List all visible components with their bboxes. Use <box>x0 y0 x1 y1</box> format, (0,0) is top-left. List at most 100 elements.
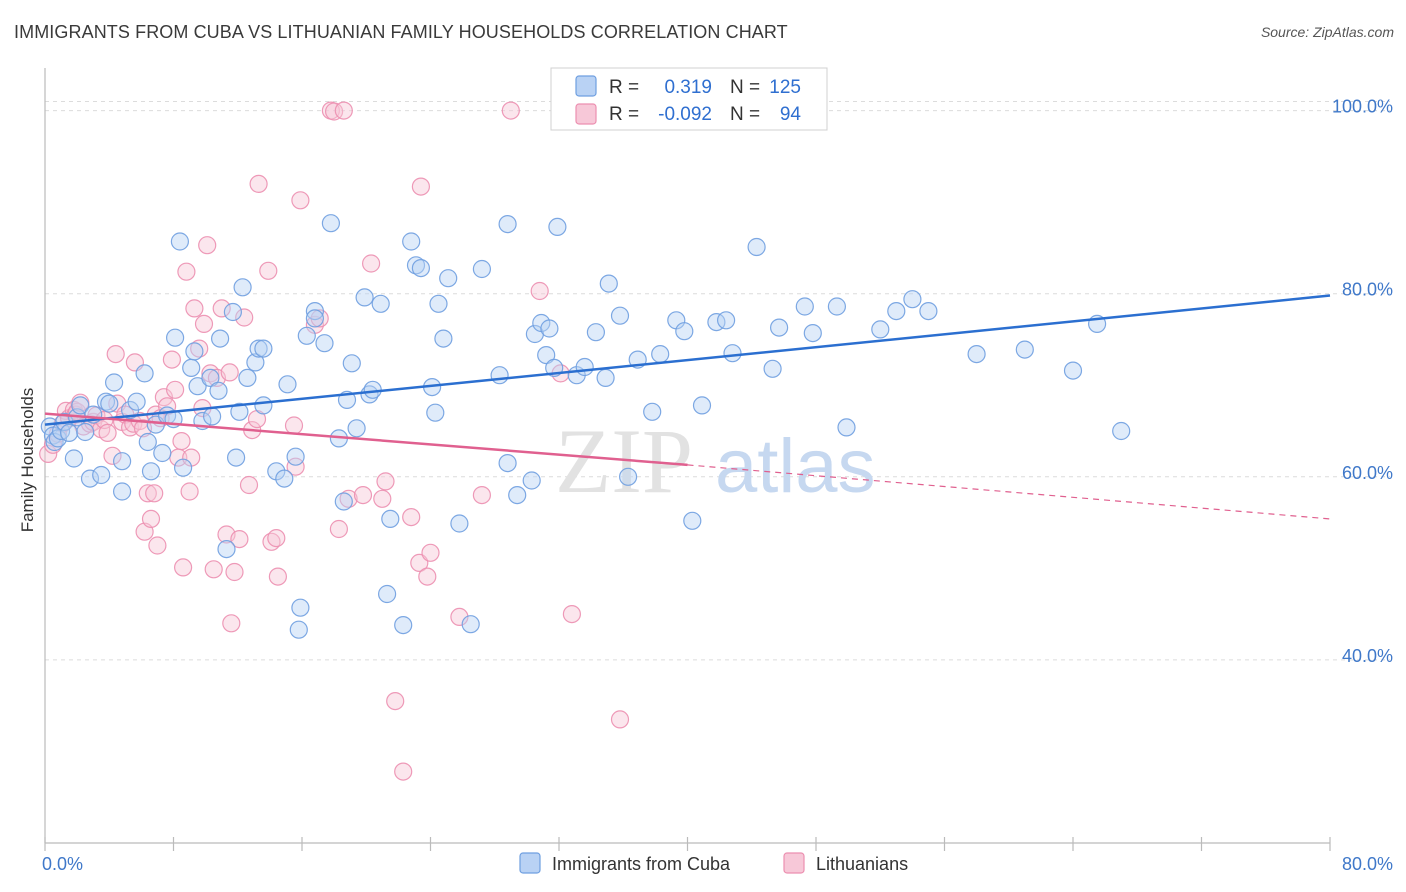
scatter-point <box>227 448 246 467</box>
scatter-point <box>418 567 437 586</box>
scatter-point <box>267 528 286 548</box>
scatter-point <box>135 364 154 383</box>
scatter-point <box>217 539 236 559</box>
scatter-point <box>166 328 185 347</box>
scatter-point <box>80 469 100 488</box>
scatter-point <box>429 294 448 313</box>
scatter-point <box>170 232 189 251</box>
scatter-point <box>472 259 491 279</box>
scatter-point <box>98 423 117 442</box>
scatter-point <box>185 342 204 361</box>
scatter-point <box>254 396 273 415</box>
scatter-point <box>887 302 906 321</box>
scatter-point <box>586 323 606 342</box>
scatter-point <box>716 311 736 330</box>
scatter-point <box>100 394 119 413</box>
legend-swatch-pink <box>575 103 597 125</box>
scatter-point <box>286 447 305 466</box>
scatter-point <box>381 509 400 529</box>
scatter-point <box>827 297 847 316</box>
scatter-point <box>103 446 122 465</box>
scatter-point <box>204 560 223 579</box>
chart-title: IMMIGRANTS FROM CUBA VS LITHUANIAN FAMIL… <box>14 22 788 42</box>
x-tick-label-max: 80.0% <box>1342 854 1393 874</box>
scatter-point <box>177 262 196 281</box>
scatter-point <box>220 363 239 382</box>
scatter-point <box>610 710 630 729</box>
scatter-point <box>209 381 228 400</box>
scatter-point <box>112 452 132 471</box>
scatter-point <box>683 511 702 530</box>
scatter-point <box>394 762 413 781</box>
legend-n-value-1: 125 <box>769 77 801 98</box>
scatter-point <box>394 615 413 635</box>
watermark-atlas: atlas <box>715 424 876 509</box>
scatter-point <box>363 380 382 399</box>
scatter-point <box>355 288 374 307</box>
scatter-point <box>138 484 157 503</box>
scatter-point <box>450 514 469 533</box>
bottom-legend-label-cuba: Immigrants from Cuba <box>552 854 731 874</box>
scatter-point <box>127 392 146 411</box>
scatter-point <box>347 419 366 438</box>
y-tick-label-80: 80.0% <box>1342 280 1393 300</box>
scatter-point <box>59 423 79 442</box>
trend-lines <box>44 294 1331 520</box>
scatter-point <box>291 191 310 210</box>
scatter-point <box>172 432 191 451</box>
scatter-point <box>329 519 348 539</box>
scatter-point <box>201 368 220 387</box>
axes <box>44 68 1331 851</box>
legend-r-value-2: -0.092 <box>658 104 712 125</box>
scatter-point <box>769 318 789 337</box>
scatter-point <box>222 614 241 633</box>
legend-n-value-2: 94 <box>780 104 802 125</box>
scatter-point <box>426 403 445 422</box>
scatter-point <box>461 615 480 634</box>
scatter-point <box>145 484 164 503</box>
scatter-point <box>185 299 204 318</box>
scatter-point <box>233 278 252 297</box>
scatter-point <box>174 558 193 577</box>
trend-line-lithuanians-extension <box>687 464 1331 520</box>
bottom-legend-label-lithuanians: Lithuanians <box>816 854 908 874</box>
scatter-point <box>651 345 670 364</box>
scatter-point <box>373 489 392 508</box>
scatter-point <box>174 458 193 477</box>
y-tick-labels: 40.0% 60.0% 80.0% 100.0% <box>1332 97 1393 666</box>
scatter-point <box>919 302 938 321</box>
scatter-point <box>334 101 353 120</box>
scatter-point <box>342 354 361 373</box>
scatter-point <box>166 380 185 399</box>
scatter-point <box>291 598 310 617</box>
scatter-point <box>249 174 268 193</box>
scatter-point <box>903 290 922 309</box>
scatter-point <box>562 604 582 624</box>
scatter-point <box>522 471 541 490</box>
scatter-point <box>490 366 509 385</box>
y-tick-label-100: 100.0% <box>1332 97 1393 117</box>
scatter-point <box>148 536 167 555</box>
scatter-point <box>297 326 316 345</box>
scatter-point <box>96 392 116 411</box>
legend-n-label-2: N = <box>730 104 760 125</box>
scatter-point <box>92 465 111 485</box>
scatter-point <box>286 457 305 476</box>
scatter-point <box>439 269 458 288</box>
y-axis-label: Family Households <box>18 388 37 533</box>
scatter-point <box>530 281 549 301</box>
scatter-point <box>141 462 161 481</box>
scatter-point <box>402 232 421 251</box>
scatter-point <box>339 489 358 508</box>
scatter-point <box>402 507 421 527</box>
scatter-point <box>235 308 254 327</box>
scatter-point <box>254 339 273 358</box>
scatter-point <box>575 357 594 377</box>
x-tick-label-min: 0.0% <box>42 854 83 874</box>
legend-swatch-blue <box>575 75 597 97</box>
scatter-point <box>675 322 694 341</box>
y-tick-label-40: 40.0% <box>1342 646 1393 666</box>
scatter-point <box>871 320 890 339</box>
scatter-point <box>190 339 209 358</box>
scatter-point <box>1112 421 1131 441</box>
